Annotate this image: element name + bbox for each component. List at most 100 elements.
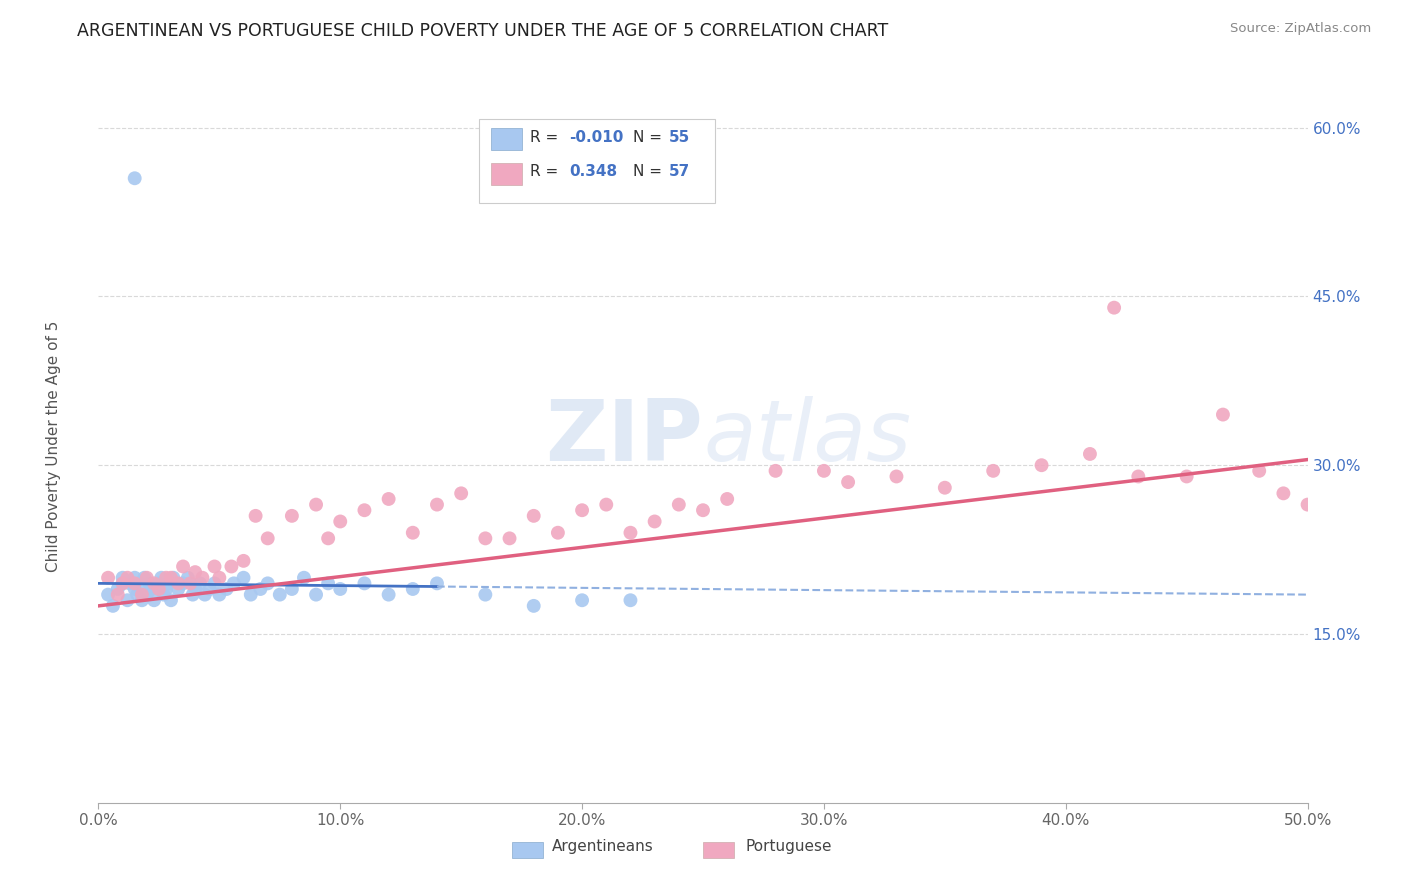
Point [523,599,546,613]
Point [117,593,139,607]
Point [402,525,425,540]
Point [124,171,146,186]
Point [208,588,231,602]
Point [692,503,714,517]
Point [107,588,129,602]
Point [668,498,690,512]
Point [155,582,177,596]
Point [222,576,245,591]
Point [353,576,375,591]
Point [204,559,226,574]
Point [184,582,207,596]
Point [124,576,146,591]
Point [249,582,271,596]
Text: ZIP: ZIP [546,395,703,479]
Point [135,571,157,585]
Point [152,588,174,602]
Point [221,559,243,574]
Point [184,565,207,579]
Point [1212,408,1234,422]
Point [934,481,956,495]
Text: Source: ZipAtlas.com: Source: ZipAtlas.com [1230,22,1371,36]
Point [160,593,183,607]
Point [316,576,339,591]
Point [377,491,399,506]
Point [117,571,139,585]
Point [256,532,278,546]
Point [143,593,166,607]
Bar [492,162,522,185]
Point [886,469,908,483]
Point [172,576,194,591]
Point [107,582,129,596]
Point [131,588,153,602]
Point [523,508,546,523]
Text: Portuguese: Portuguese [745,839,832,855]
Point [716,491,738,506]
Point [191,571,214,585]
Point [256,576,278,591]
Point [245,508,267,523]
Point [167,576,190,591]
Point [1078,447,1101,461]
Point [619,593,641,607]
Point [148,576,170,591]
Point [239,588,262,602]
Point [177,571,200,585]
Text: 0.348: 0.348 [569,164,617,179]
Point [135,588,157,602]
Point [1249,464,1271,478]
Point [101,599,124,613]
Point [292,571,315,585]
Point [281,582,304,596]
Point [305,588,328,602]
Point [111,576,134,591]
Point [97,571,120,585]
Point [111,576,134,591]
FancyBboxPatch shape [479,119,716,203]
Point [150,571,173,585]
Point [194,588,217,602]
Point [97,588,120,602]
Point [188,576,211,591]
Point [148,582,170,596]
Point [208,571,231,585]
Point [157,576,180,591]
Text: N =: N = [633,129,666,145]
Point [837,475,859,489]
Point [474,532,496,546]
Point [1031,458,1053,473]
Text: 57: 57 [669,164,690,179]
Point [138,576,160,591]
Point [172,559,194,574]
Bar [703,841,734,858]
Point [128,576,150,591]
Point [181,588,204,602]
Point [155,571,177,585]
Point [571,593,593,607]
Point [141,582,163,596]
Point [124,582,146,596]
Point [595,498,617,512]
Point [426,498,449,512]
Point [619,525,641,540]
Point [215,582,238,596]
Text: ARGENTINEAN VS PORTUGUESE CHILD POVERTY UNDER THE AGE OF 5 CORRELATION CHART: ARGENTINEAN VS PORTUGUESE CHILD POVERTY … [77,22,889,40]
Point [1128,469,1150,483]
Text: atlas: atlas [703,395,911,479]
Point [204,576,226,591]
Point [981,464,1004,478]
Point [134,571,156,585]
Point [813,464,835,478]
Point [198,582,221,596]
Point [232,554,254,568]
Point [426,576,449,591]
Text: N =: N = [633,164,666,179]
Point [1102,301,1125,315]
Point [160,571,183,585]
Point [1296,498,1319,512]
Point [118,576,141,591]
Point [765,464,787,478]
Point [143,576,166,591]
Bar [492,128,522,151]
